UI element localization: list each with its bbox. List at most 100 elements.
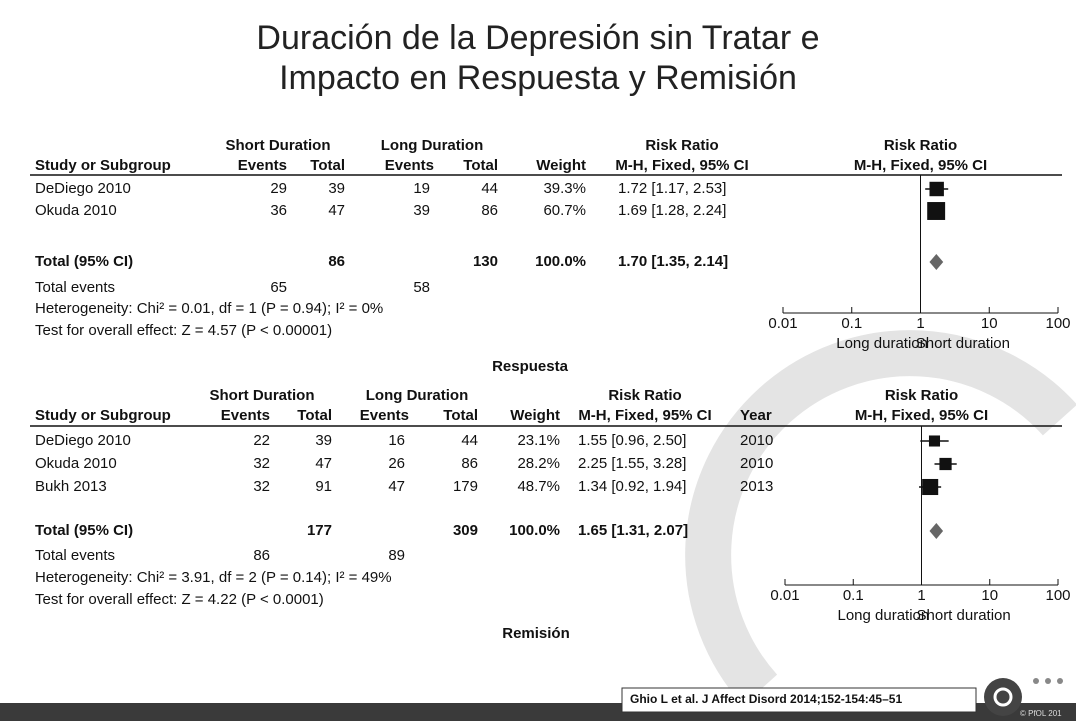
cell: 47 [328,202,345,219]
study-name: Okuda 2010 [35,202,117,219]
heterogeneity: Heterogeneity: Chi² = 3.91, df = 2 (P = … [35,569,392,586]
logo-dot [1033,678,1039,684]
tick-label: 10 [981,315,998,332]
tick-label: 0.01 [770,587,799,604]
cell: 86 [481,202,498,219]
cell: 47 [315,455,332,472]
cell: 32 [253,455,270,472]
cell: 86 [328,253,345,270]
cell: 86 [461,455,478,472]
cell: 309 [453,522,478,539]
cell: 16 [388,432,405,449]
cell: 89 [388,547,405,564]
overall-effect: Test for overall effect: Z = 4.57 (P < 0… [35,322,332,339]
header: Weight [536,157,586,174]
header: M-H, Fixed, 95% CI [578,407,711,424]
decoration-arc [685,330,1076,706]
header: Total [463,157,498,174]
citation-box [621,687,977,713]
study-name: Total events [35,547,115,564]
header-rr: Risk Ratio [645,137,718,154]
study-name: DeDiego 2010 [35,432,131,449]
study-name: Total events [35,279,115,296]
cell: 1.65 [1.31, 2.07] [578,522,688,539]
logo [984,678,1022,716]
diamond [929,254,944,270]
tick-label: 0.01 [768,315,797,332]
header: Events [360,407,409,424]
header: M-H, Fixed, 95% CI [854,157,987,174]
cell: 36 [270,202,287,219]
cell: 130 [473,253,498,270]
cell: 1.72 [1.17, 2.53] [618,180,726,197]
cell: 39 [413,202,430,219]
cell: 1.70 [1.35, 2.14] [618,253,728,270]
marker [928,435,941,447]
cell: 32 [253,478,270,495]
cell: 44 [481,180,498,197]
cell: 65 [270,279,287,296]
cell: 47 [388,478,405,495]
cell: 28.2% [517,455,560,472]
logo-dot [1045,678,1051,684]
cell: 39 [328,180,345,197]
cell: 2.25 [1.55, 3.28] [578,455,686,472]
marker [922,478,939,496]
title: Duración de la Depresión sin Tratar e [256,19,819,57]
cell: 26 [388,455,405,472]
cell: 39.3% [543,180,586,197]
header-rr: Risk Ratio [884,137,957,154]
header-group: Long Duration [381,137,483,154]
cell: 2013 [740,478,773,495]
cell: 91 [315,478,332,495]
study-name: Total (95% CI) [35,253,133,270]
cell: 1.34 [0.92, 1.94] [578,478,686,495]
cell: 58 [413,279,430,296]
tick-label: 0.1 [841,315,862,332]
axis-label: Short duration [917,607,1011,624]
caption: Respuesta [492,358,569,375]
header: Total [443,407,478,424]
header: Events [385,157,434,174]
footer-mark: © PfOL 201 [1020,709,1062,718]
tick-label: 1 [917,587,925,604]
cell: 22 [253,432,270,449]
title: Impacto en Respuesta y Remisión [279,59,797,97]
cell: 100.0% [535,253,586,270]
diamond [929,523,944,539]
tick-label: 100 [1045,587,1070,604]
citation: Ghio L et al. J Affect Disord 2014;152-1… [630,692,902,706]
header: Year [740,407,772,424]
logo-dot [1057,678,1063,684]
cell: 1.55 [0.96, 2.50] [578,432,686,449]
cell: 179 [453,478,478,495]
study-name: Total (95% CI) [35,522,133,539]
cell: 100.0% [509,522,560,539]
overall-effect: Test for overall effect: Z = 4.22 (P < 0… [35,591,324,608]
marker [927,202,946,220]
logo-ring [993,687,1013,707]
cell: 29 [270,180,287,197]
header: M-H, Fixed, 95% CI [855,407,988,424]
header: Total [297,407,332,424]
heterogeneity: Heterogeneity: Chi² = 0.01, df = 1 (P = … [35,300,383,317]
tick-label: 1 [916,315,924,332]
tick-label: 10 [981,587,998,604]
header: Study or Subgroup [35,157,171,174]
header: Study or Subgroup [35,407,171,424]
header-rr: Risk Ratio [885,387,958,404]
marker [939,457,952,471]
cell: 86 [253,547,270,564]
cell: 48.7% [517,478,560,495]
cell: 2010 [740,455,773,472]
cell: 1.69 [1.28, 2.24] [618,202,726,219]
header: M-H, Fixed, 95% CI [615,157,748,174]
study-name: Bukh 2013 [35,478,107,495]
header-group: Short Duration [226,137,331,154]
tick-label: 100 [1045,315,1070,332]
header: Total [310,157,345,174]
axis-label: Long duration [836,335,928,352]
header: Events [238,157,287,174]
cell: 19 [413,180,430,197]
